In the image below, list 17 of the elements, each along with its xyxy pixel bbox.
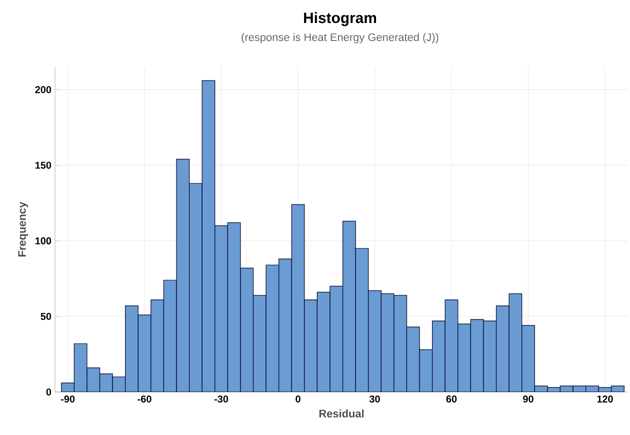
x-tick-label: 90 bbox=[523, 396, 534, 403]
y-tick-label: 50 bbox=[40, 312, 52, 320]
y-axis-title: Frequency bbox=[18, 202, 28, 256]
y-tick-label: 200 bbox=[35, 86, 52, 94]
x-axis-title: Residual bbox=[319, 409, 364, 418]
chart-title: Histogram bbox=[304, 12, 376, 26]
x-tick-label: -30 bbox=[214, 396, 228, 403]
x-tick-label: 0 bbox=[296, 396, 300, 403]
y-tick-label: 100 bbox=[35, 237, 52, 244]
y-tick-label: 0 bbox=[46, 388, 52, 396]
y-tick-label: 150 bbox=[35, 162, 52, 169]
x-tick-label: 120 bbox=[597, 396, 613, 403]
x-tick-label: 60 bbox=[446, 396, 457, 403]
x-tick-label: -90 bbox=[60, 396, 75, 403]
chart-subtitle: (response is Heat Energy Generated (J)) bbox=[242, 33, 438, 44]
x-tick-label: -60 bbox=[138, 396, 152, 403]
x-tick-label: 30 bbox=[369, 396, 380, 403]
